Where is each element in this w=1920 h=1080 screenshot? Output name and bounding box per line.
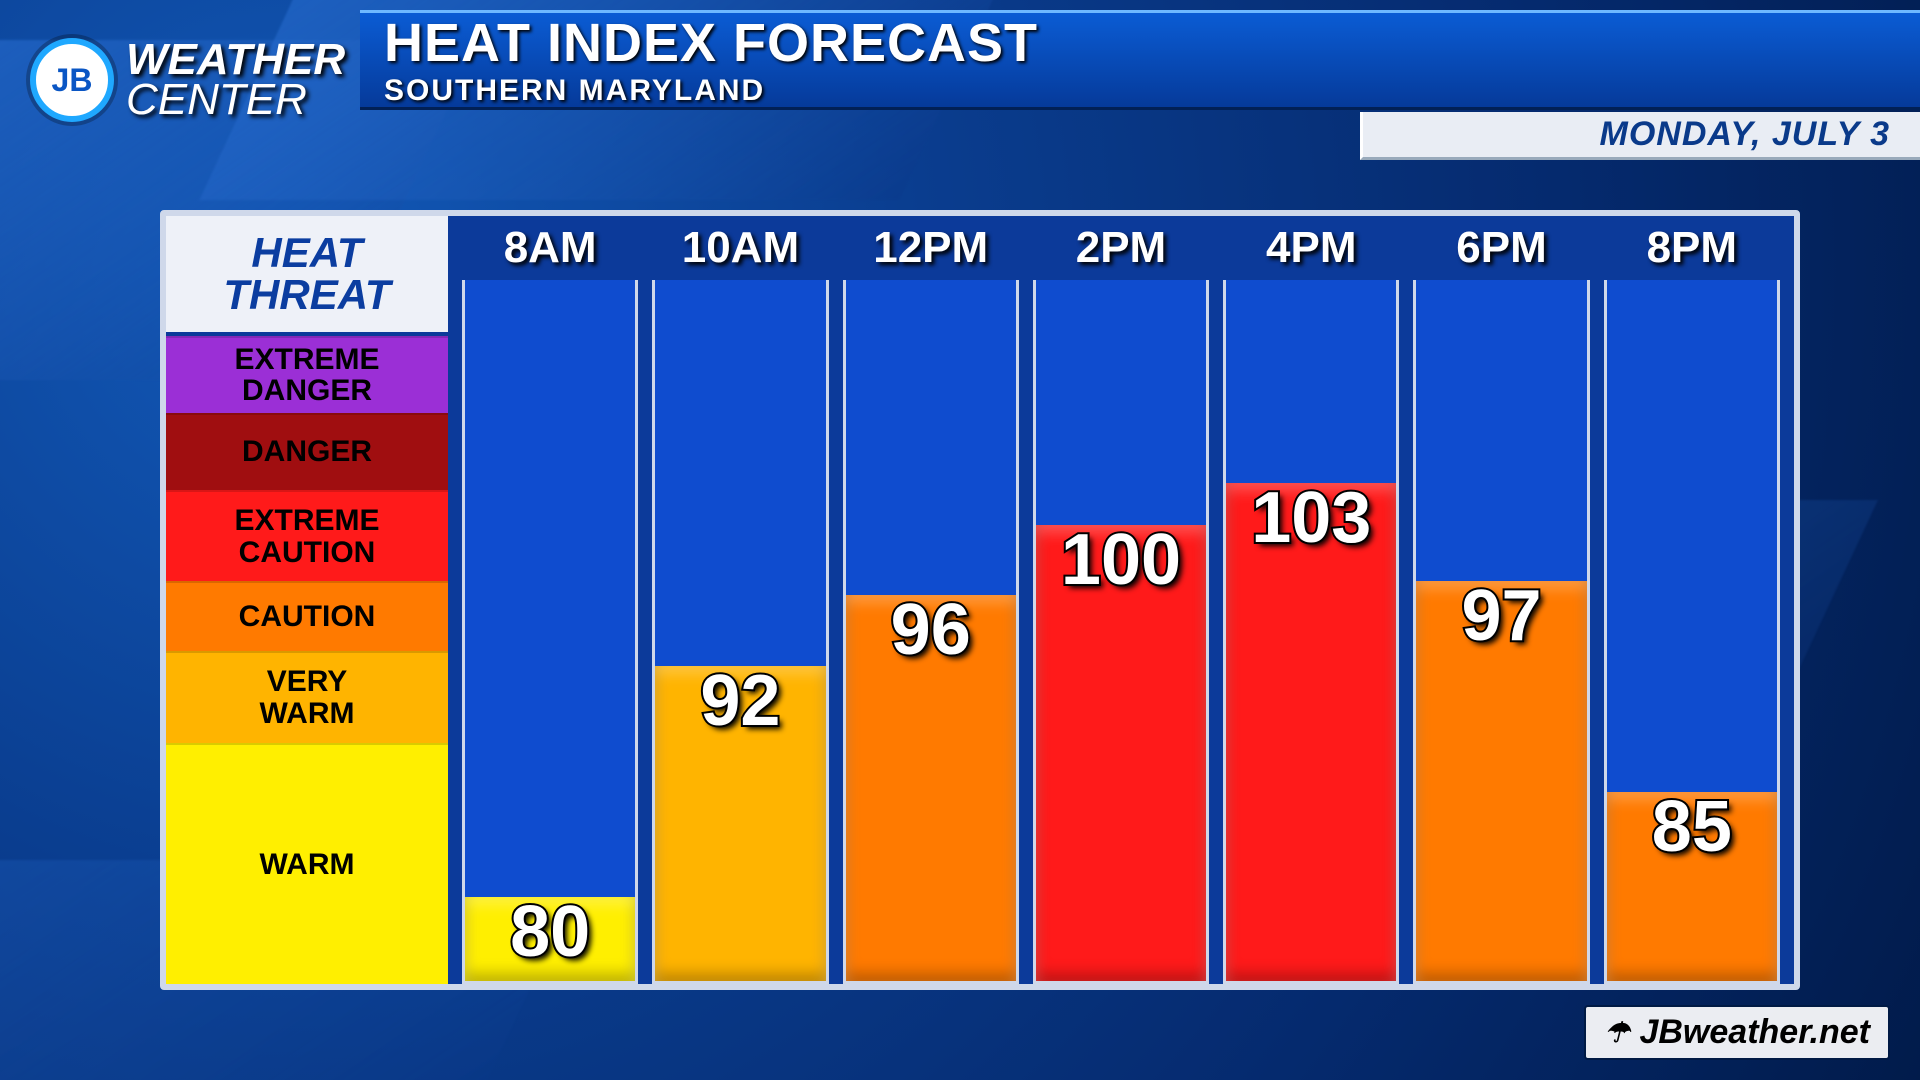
bar-value: 100 [1061, 519, 1181, 601]
bar: 85 [1607, 792, 1777, 981]
brand-badge: JB [30, 38, 114, 122]
brand-logo: JB WEATHER CENTER [30, 10, 350, 150]
hour-column: 6PM 97 [1413, 216, 1589, 984]
legend-title: HEATTHREAT [166, 216, 448, 336]
bars-area: 8AM 80 10AM 92 12PM 96 2PM 100 4PM 103 6PM 97 8PM 85 [448, 216, 1794, 984]
legend-level: WARM [166, 743, 448, 984]
legend-level: VERYWARM [166, 651, 448, 743]
legend-rows: EXTREMEDANGERDANGEREXTREMECAUTIONCAUTION… [166, 336, 448, 984]
credit-text: JBweather.net [1639, 1013, 1870, 1052]
bar: 96 [846, 595, 1016, 981]
bar-track: 92 [652, 280, 828, 984]
hour-label: 12PM [843, 216, 1019, 280]
bar: 103 [1226, 483, 1396, 981]
hour-label: 8PM [1604, 216, 1780, 280]
date-bar: MONDAY, JULY 3 [1360, 112, 1920, 160]
hour-label: 2PM [1033, 216, 1209, 280]
brand-text: WEATHER CENTER [126, 40, 345, 119]
bar-value: 96 [891, 589, 971, 671]
bar-value: 92 [700, 660, 780, 742]
bar: 100 [1036, 525, 1206, 981]
title-main: HEAT INDEX FORECAST [384, 12, 1920, 74]
hour-column: 4PM 103 [1223, 216, 1399, 984]
bar: 97 [1416, 581, 1586, 981]
title-sub: SOUTHERN MARYLAND [384, 74, 1920, 108]
bar-track: 97 [1413, 280, 1589, 984]
bar-track: 100 [1033, 280, 1209, 984]
legend-level: EXTREMEDANGER [166, 336, 448, 413]
bar-track: 103 [1223, 280, 1399, 984]
hour-column: 8AM 80 [462, 216, 638, 984]
hour-column: 2PM 100 [1033, 216, 1209, 984]
hour-label: 4PM [1223, 216, 1399, 280]
legend-level: CAUTION [166, 581, 448, 650]
chart-panel: HEATTHREAT EXTREMEDANGERDANGEREXTREMECAU… [160, 210, 1800, 990]
bar-value: 97 [1462, 575, 1542, 657]
hour-column: 12PM 96 [843, 216, 1019, 984]
bar-value: 103 [1251, 477, 1371, 559]
bar-value: 85 [1652, 786, 1732, 868]
bar: 80 [465, 897, 635, 981]
bar-track: 96 [843, 280, 1019, 984]
hour-label: 10AM [652, 216, 828, 280]
bar-track: 80 [462, 280, 638, 984]
bar: 92 [655, 666, 825, 981]
hour-column: 8PM 85 [1604, 216, 1780, 984]
bar-value: 80 [510, 891, 590, 973]
brand-line2: CENTER [126, 80, 345, 120]
hour-label: 8AM [462, 216, 638, 280]
legend-column: HEATTHREAT EXTREMEDANGERDANGEREXTREMECAU… [166, 216, 448, 984]
hour-label: 6PM [1413, 216, 1589, 280]
umbrella-icon: ☂ [1604, 1016, 1629, 1049]
legend-level: EXTREMECAUTION [166, 490, 448, 582]
title-bar: HEAT INDEX FORECAST SOUTHERN MARYLAND [360, 10, 1920, 110]
hour-column: 10AM 92 [652, 216, 828, 984]
bar-track: 85 [1604, 280, 1780, 984]
legend-level: DANGER [166, 413, 448, 490]
weather-graphic: JB WEATHER CENTER HEAT INDEX FORECAST SO… [0, 0, 1920, 1080]
credit-badge: ☂ JBweather.net [1584, 1005, 1890, 1060]
